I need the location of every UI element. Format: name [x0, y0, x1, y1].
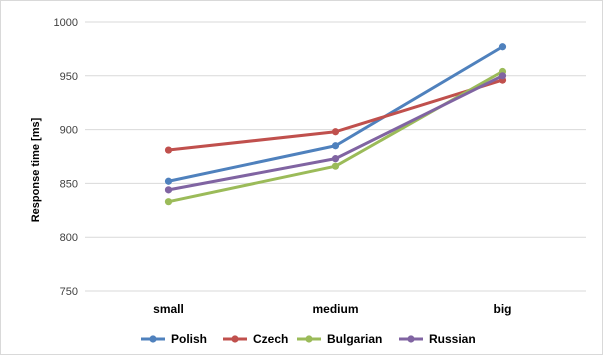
y-tick-label: 1000 — [54, 17, 78, 29]
x-tick-label-medium: medium — [312, 302, 358, 316]
legend-item-czech: Czech — [223, 332, 288, 346]
legend-label: Czech — [253, 332, 288, 346]
series-czech — [164, 76, 507, 154]
data-point-czech-medium — [331, 128, 340, 136]
data-point-bulgarian-medium — [331, 162, 340, 170]
x-tick-label-small: small — [153, 302, 184, 316]
legend-label: Russian — [429, 332, 476, 346]
data-point-polish-big — [498, 43, 507, 51]
data-point-czech-small — [164, 146, 173, 154]
y-tick-label: 900 — [60, 125, 78, 137]
data-point-polish-medium — [331, 142, 340, 150]
legend-label: Bulgarian — [327, 332, 382, 346]
series-russian — [164, 72, 507, 194]
x-axis-ticks: small medium big — [153, 302, 511, 316]
legend-item-russian: Russian — [399, 332, 476, 346]
legend-swatch-marker — [231, 335, 239, 343]
data-point-russian-small — [164, 186, 173, 194]
legend-item-bulgarian: Bulgarian — [297, 332, 382, 346]
legend-swatch-marker — [407, 335, 415, 343]
series-line-bulgarian — [167, 69, 504, 204]
y-tick-label: 950 — [60, 71, 78, 83]
data-point-bulgarian-small — [164, 198, 173, 206]
data-point-russian-big — [498, 72, 507, 80]
data-point-polish-small — [164, 177, 173, 185]
y-tick-label: 750 — [60, 286, 78, 298]
y-tick-label: 800 — [60, 232, 78, 244]
series-bulgarian — [164, 67, 507, 206]
series-polish — [164, 43, 507, 185]
series-line-czech — [167, 78, 504, 152]
y-tick-label: 850 — [60, 178, 78, 190]
data-point-russian-medium — [331, 155, 340, 163]
y-axis-label: Response time [ms] — [30, 117, 42, 222]
legend-label: Polish — [171, 332, 207, 346]
series — [164, 43, 507, 206]
x-tick-label-big: big — [494, 302, 512, 316]
legend-swatch-marker — [305, 335, 313, 343]
legend-swatch-marker — [149, 335, 157, 343]
legend: Polish Czech Bulgarian Russian — [141, 332, 476, 346]
legend-item-polish: Polish — [141, 332, 207, 346]
y-axis-ticks: 750 800 850 900 950 1000 — [54, 17, 78, 298]
